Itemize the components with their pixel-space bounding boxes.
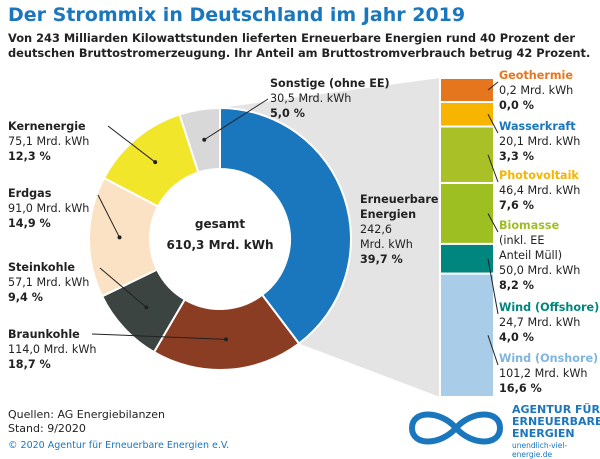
logo-wordmark: AGENTUR FÜR ERNEUERBARE ENERGIEN [512,403,600,440]
segment-wind-offshore [439,242,495,275]
slice-name: Erneuerbare Energien [360,193,439,221]
slice-name: Steinkohle [8,261,76,274]
segment-leader [487,335,499,366]
infinity-logo-icon [408,411,504,445]
segment-leader [487,81,499,91]
slice-name: Braunkohle [8,328,80,341]
segment-value: 101,2 Mrd. kWh [499,367,588,380]
segment-percent: 0,0 % [499,99,534,112]
status-line: Stand: 9/2020 [8,422,86,435]
slice-value: 114,0 Mrd. kWh [8,343,97,356]
label-braunkohle: Braunkohle 114,0 Mrd. kWh 18,7 % [8,327,97,372]
segment-note: (inkl. EE [499,234,545,247]
leader-erdgas [97,194,120,238]
leader-sonstige-dot [202,137,207,142]
segment-wind-onshore [439,272,495,398]
segment-value: 46,4 Mrd. kWh [499,184,581,197]
segment-value: 0,2 Mrd. kWh [499,84,574,97]
stacked-bar [439,77,495,398]
slice-braunkohle [152,293,301,371]
copyright: © 2020 Agentur für Erneuerbare Energien … [8,440,230,451]
leader-braunkohle [91,333,227,340]
slice-value: 75,1 Mrd. kWh [8,135,90,148]
segment-geothermie [439,77,495,103]
segment-name: Biomasse [499,219,560,232]
segment-percent: 7,6 % [499,199,534,212]
label-sonstige: Sonstige (ohne EE) 30,5 Mrd. kWh 5,0 % [270,76,390,121]
label-geothermie: Geothermie 0,2 Mrd. kWh 0,0 % [499,68,573,113]
segment-name: Wind (Offshore) [499,301,600,314]
segment-name: Photovoltaik [499,169,579,182]
label-wasserkraft: Wasserkraft 20,1 Mrd. kWh 3,3 % [499,119,580,164]
source-line: Quellen: AG Energiebilanzen [8,408,165,421]
segment-percent: 4,0 % [499,331,534,344]
slice-value: 57,1 Mrd. kWh [8,276,90,289]
slice-name: Kernenergie [8,120,86,133]
label-steinkohle: Steinkohle 57,1 Mrd. kWh 9,4 % [8,260,89,305]
segment-percent: 3,3 % [499,150,534,163]
center-label: gesamt [195,217,245,231]
leader-sonstige [204,98,269,141]
chart-subtitle: Von 243 Milliarden Kilowattstunden liefe… [8,31,591,60]
segment-leader [487,114,499,134]
donut-center: gesamt 610,3 Mrd. kWh [166,217,273,252]
label-erneuerbare: Erneuerbare Energien 242,6 Mrd. kWh 39,7… [360,192,442,267]
leader-braunkohle-dot [223,337,228,342]
donut-chart [88,106,352,371]
segment-percent: 16,6 % [499,382,542,395]
slice-unit: Mrd. kWh [360,238,413,251]
slice-percent: 18,7 % [8,358,51,371]
slice-name: Sonstige (ohne EE) [270,77,390,90]
label-erdgas: Erdgas 91,0 Mrd. kWh 14,9 % [8,186,89,231]
segment-percent: 8,2 % [499,279,534,292]
slice-percent: 39,7 % [360,253,403,266]
leader-erdgas-dot [117,235,122,240]
segment-leader [487,154,499,183]
segment-name: Wind (Onshore) [499,352,599,365]
segment-note2: Anteil Müll) [499,249,563,262]
leader-lines [91,81,499,366]
segment-wasserkraft [439,101,495,128]
slice-percent: 9,4 % [8,291,43,304]
label-kernenergie: Kernenergie 75,1 Mrd. kWh 12,3 % [8,119,89,164]
center-value: 610,3 Mrd. kWh [166,238,273,252]
chart-title: Der Strommix in Deutschland im Jahr 2019 [8,4,466,26]
sources: Quellen: AG Energiebilanzen Stand: 9/202… [8,408,165,436]
leader-steinkohle-dot [144,305,149,310]
segment-value: 20,1 Mrd. kWh [499,135,581,148]
segment-leader [487,213,499,233]
segment-name: Geothermie [499,69,573,82]
slice-name: Erdgas [8,187,52,200]
label-biomasse: Biomasse (inkl. EE Anteil Müll) 50,0 Mrd… [499,218,580,293]
segment-photovoltaik [439,125,495,184]
segment-value: 50,0 Mrd. kWh [499,264,581,277]
leader-kernenergie-dot [153,160,158,165]
slice-erneuerbare [219,106,352,345]
slice-sonstige [178,106,221,174]
label-photovoltaik: Photovoltaik 46,4 Mrd. kWh 7,6 % [499,168,580,213]
segment-value: 24,7 Mrd. kWh [499,316,581,329]
slice-percent: 5,0 % [270,107,305,120]
segment-leader [487,258,499,315]
slice-value: 242,6 [360,223,393,236]
slice-percent: 14,9 % [8,217,51,230]
slice-value: 91,0 Mrd. kWh [8,202,90,215]
leader-steinkohle [99,267,147,308]
label-wind-onshore: Wind (Onshore) 101,2 Mrd. kWh 16,6 % [499,351,598,396]
slice-percent: 12,3 % [8,150,51,163]
segment-name: Wasserkraft [499,120,576,133]
leader-kernenergie [107,125,156,163]
logo-url[interactable]: unendlich-viel-energie.de [512,441,568,459]
segment-biomasse [439,181,495,245]
slice-value: 30,5 Mrd. kWh [270,92,352,105]
label-wind-offshore: Wind (Offshore) 24,7 Mrd. kWh 4,0 % [499,300,599,345]
